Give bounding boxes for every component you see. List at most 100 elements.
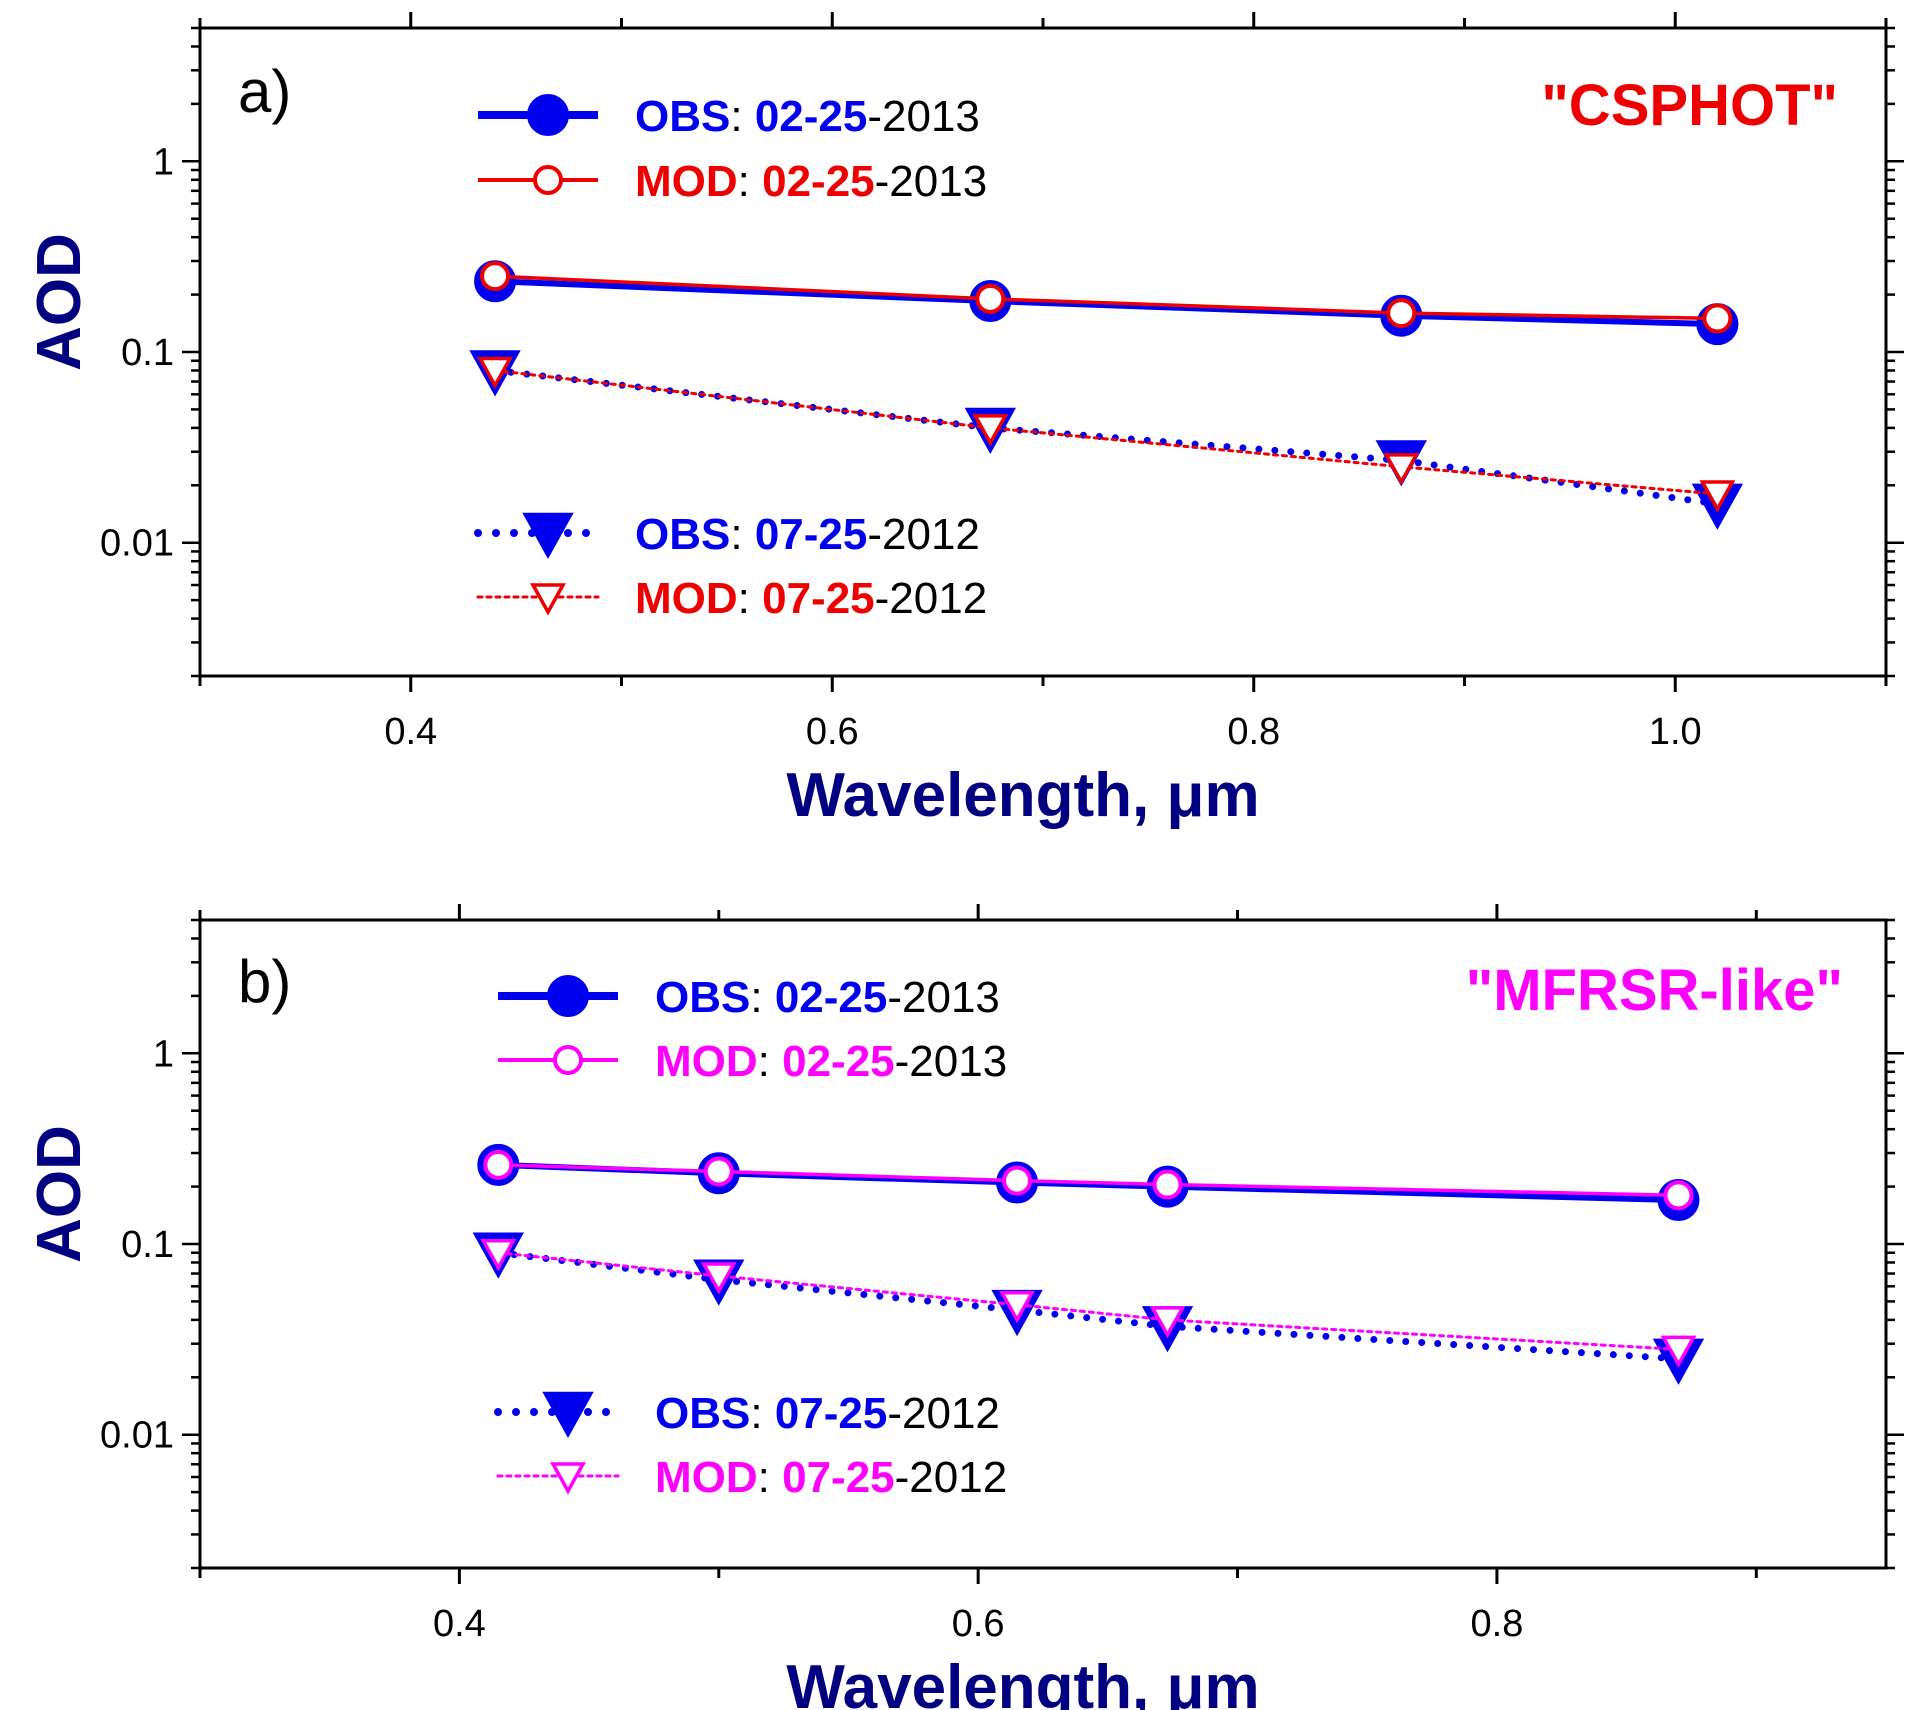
panel-label: a) [238,58,291,125]
marker-mod-circle [1663,1180,1694,1211]
legend-label: OBS: 07-25-2012 [635,510,980,559]
legend-date: 02-25 [782,1037,895,1086]
legend-year: -2012 [887,1389,1000,1438]
marker-mod-triangle [1699,480,1736,513]
legend-group: MOD [655,1453,758,1502]
series-3 [477,356,1736,513]
series-1 [480,261,1733,334]
legend-colon: : [750,1389,774,1438]
legend-group: MOD [635,157,738,206]
marker-mod-triangle [999,1291,1036,1324]
marker-obs-circle [547,975,589,1017]
legend-year: -2012 [875,574,988,623]
legend-entry: MOD: 02-25-2013 [478,157,987,206]
legend-date: 07-25 [775,1389,888,1438]
legend-colon: : [738,574,762,623]
series-2 [472,1232,1705,1385]
legend-year: -2013 [895,1037,1008,1086]
marker-mod-triangle [972,414,1009,447]
legend-group: MOD [655,1037,758,1086]
legend-colon: : [730,510,754,559]
panel-a: 0.4 0.6 0.8 1.0 0.01 0.1 1 Wavelength, μm AOD a) "… [25,12,1904,830]
series-3 [480,1238,1697,1369]
legend-group: MOD [635,574,738,623]
marker-mod-circle [1002,1165,1033,1196]
legend-group: OBS [655,973,750,1022]
legend-label: OBS: 07-25-2012 [655,1389,1000,1438]
marker-obs-triangle [522,512,574,560]
marker-mod-triangle [1660,1335,1697,1369]
x-tick-label: 0.6 [806,711,859,753]
legend-entry: OBS: 02-25-2013 [478,92,980,141]
marker-mod-circle [480,261,511,292]
series-line [494,1249,1682,1363]
y-tick-label: 1 [153,141,174,183]
legend-year: -2013 [867,92,980,141]
legend-entry: MOD: 07-25-2012 [496,1453,1008,1502]
legend-entry: OBS: 07-25-2012 [474,510,980,560]
y-axis-title: AOD [25,1125,94,1263]
legend-date: 07-25 [782,1453,895,1502]
x-tick-label: 0.4 [433,1603,486,1645]
legend-label: OBS: 02-25-2013 [655,973,1000,1022]
marker-mod-triangle [550,1462,586,1495]
legend-colon: : [758,1453,782,1502]
legend-group: OBS [635,92,730,141]
marker-mod-circle [703,1156,734,1187]
legend-group: OBS [635,510,730,559]
legend-label: MOD: 07-25-2012 [635,574,987,623]
legend-colon: : [758,1037,782,1086]
y-tick-label: 0.1 [121,1224,174,1266]
legend-date: 07-25 [762,574,875,623]
y-tick-label: 0.01 [100,1415,174,1457]
series-line [494,274,1718,321]
marker-mod-triangle [700,1262,737,1295]
panel-label: b) [238,948,291,1015]
legend-label: MOD: 02-25-2013 [635,157,987,206]
legend-colon: : [730,92,754,141]
marker-mod-circle [1152,1169,1183,1200]
legend-label: OBS: 02-25-2013 [635,92,980,141]
series-line [494,278,1718,328]
x-tick-label: 0.8 [1471,1603,1524,1645]
series-line [493,368,1719,496]
series-1 [483,1149,1694,1211]
marker-obs-circle [527,94,569,136]
legend-entry: MOD: 07-25-2012 [476,574,987,623]
legend-entry: OBS: 07-25-2012 [494,1389,1000,1439]
legend-label: MOD: 02-25-2013 [655,1037,1007,1086]
panel-b: 0.4 0.6 0.8 0.01 0.1 1 Wavelength, μm AOD b) "MFR… [25,904,1904,1710]
legend-colon: : [750,973,774,1022]
legend-year: -2012 [867,510,980,559]
legend-colon: : [738,157,762,206]
marker-mod-triangle [1149,1306,1186,1339]
legend-year: -2012 [895,1453,1008,1502]
marker-mod-triangle [477,356,514,390]
marker-mod-triangle [530,583,566,616]
legend-date: 02-25 [755,92,868,141]
legend-date: 02-25 [775,973,888,1022]
x-axis-title: Wavelength, μm [786,1653,1259,1710]
legend-group: OBS [655,1389,750,1438]
legend-year: -2013 [887,973,1000,1022]
series-line [491,366,1721,508]
marker-mod-triangle [480,1238,517,1272]
legend-date: 07-25 [755,510,868,559]
marker-mod-circle [1386,298,1417,329]
series-line [498,1163,1679,1198]
marker-mod-circle [553,1045,583,1075]
x-tick-label: 1.0 [1649,711,1702,753]
marker-mod-circle [1702,303,1733,334]
y-axis-title: AOD [25,233,94,371]
marker-obs-triangle [542,1391,594,1439]
legend-entry: OBS: 02-25-2013 [498,973,1000,1022]
series-line [496,1251,1680,1351]
legend-entry: MOD: 02-25-2013 [498,1037,1007,1086]
legend-date: 02-25 [762,157,875,206]
x-tick-label: 0.6 [952,1603,1005,1645]
marker-mod-circle [483,1149,514,1180]
x-axis-title: Wavelength, μm [786,761,1259,830]
method-title: "MFRSR-like" [1466,958,1843,1023]
method-title: "CSPHOT" [1541,73,1838,138]
